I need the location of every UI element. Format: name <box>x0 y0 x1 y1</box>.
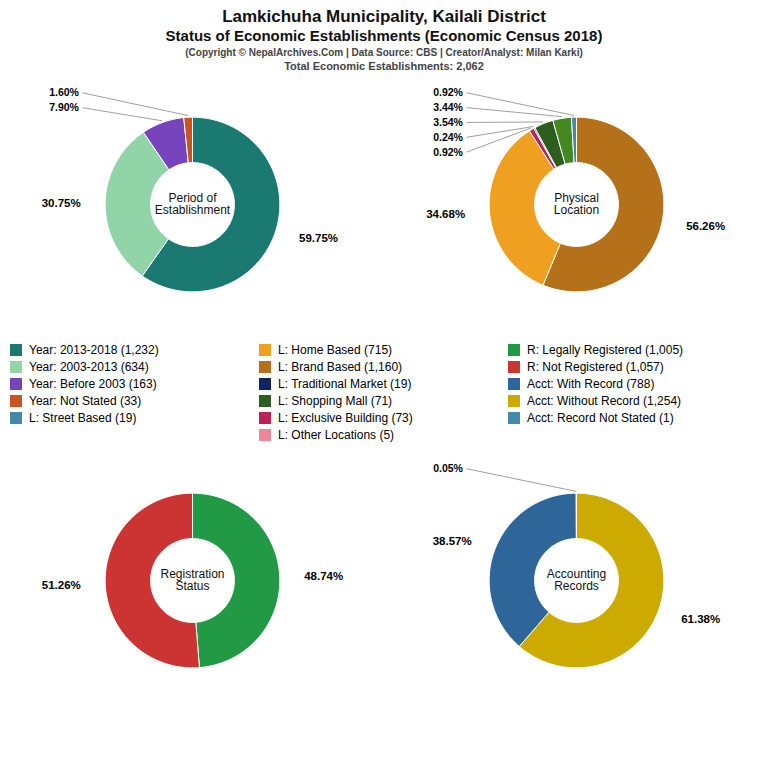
svg-text:56.26%: 56.26% <box>686 220 725 232</box>
html-text:L: Brand Based (1,160): L: Brand Based (1,160) <box>278 359 403 374</box>
html-text:L: Street Based (19): L: Street Based (19) <box>29 410 137 425</box>
html-text:R: Not Registered (1,057): R: Not Registered (1,057) <box>527 359 664 374</box>
svg-text:3.54%: 3.54% <box>433 116 463 128</box>
svg-text:0.92%: 0.92% <box>433 86 463 98</box>
html-text:Year: Before 2003 (163): Year: Before 2003 (163) <box>29 376 157 391</box>
html-text:L: Traditional Market (19): L: Traditional Market (19) <box>278 376 412 391</box>
svg-text:61.38%: 61.38% <box>681 614 720 626</box>
svg-text:3.44%: 3.44% <box>433 101 463 113</box>
html-text:Year: 2013-2018 (1,232): Year: 2013-2018 (1,232) <box>29 342 159 357</box>
svg-text:7.90%: 7.90% <box>49 101 79 113</box>
svg-text:AccountingRecords: AccountingRecords <box>547 568 606 594</box>
html-text:R: Legally Registered (1,005): R: Legally Registered (1,005) <box>527 342 684 357</box>
svg-text:30.75%: 30.75% <box>42 198 81 210</box>
svg-text:PhysicalLocation: PhysicalLocation <box>554 192 599 218</box>
html-text:L: Shopping Mall (71): L: Shopping Mall (71) <box>278 393 393 408</box>
html-text:Acct: Record Not Stated (1): Acct: Record Not Stated (1) <box>527 410 674 425</box>
svg-text:0.24%: 0.24% <box>433 131 463 143</box>
svg-text:1.60%: 1.60% <box>49 87 79 99</box>
svg-text:0.05%: 0.05% <box>433 462 463 474</box>
html-text:Acct: With Record (788): Acct: With Record (788) <box>527 376 655 391</box>
html-text:L: Home Based (715): L: Home Based (715) <box>278 342 393 357</box>
svg-text:48.74%: 48.74% <box>304 570 343 582</box>
svg-text:38.57%: 38.57% <box>433 536 472 548</box>
html-text:(Copyright © NepalArchives.Com: (Copyright © NepalArchives.Com | Data So… <box>185 47 583 58</box>
svg-text:Period ofEstablishment: Period ofEstablishment <box>155 192 231 218</box>
svg-text:34.68%: 34.68% <box>426 208 465 220</box>
svg-text:RegistrationStatus: RegistrationStatus <box>160 568 224 594</box>
html-text:Year: 2003-2013 (634): Year: 2003-2013 (634) <box>29 359 149 374</box>
html-text:Total Economic Establishments:: Total Economic Establishments: 2,062 <box>284 60 484 72</box>
svg-text:0.92%: 0.92% <box>433 146 463 158</box>
html-text:Acct: Without Record (1,254): Acct: Without Record (1,254) <box>527 393 682 408</box>
svg-text:51.26%: 51.26% <box>42 579 81 591</box>
html-text:Lamkichuha Municipality, Kaila: Lamkichuha Municipality, Kailali Distric… <box>222 7 546 26</box>
html-text:Status of Economic Establishme: Status of Economic Establishments (Econo… <box>165 27 603 45</box>
svg-text:59.75%: 59.75% <box>299 232 338 244</box>
html-text:L: Exclusive Building (73): L: Exclusive Building (73) <box>278 410 413 425</box>
html-text:Year: Not Stated (33): Year: Not Stated (33) <box>29 393 142 408</box>
html-text:L: Other Locations (5): L: Other Locations (5) <box>278 427 395 442</box>
